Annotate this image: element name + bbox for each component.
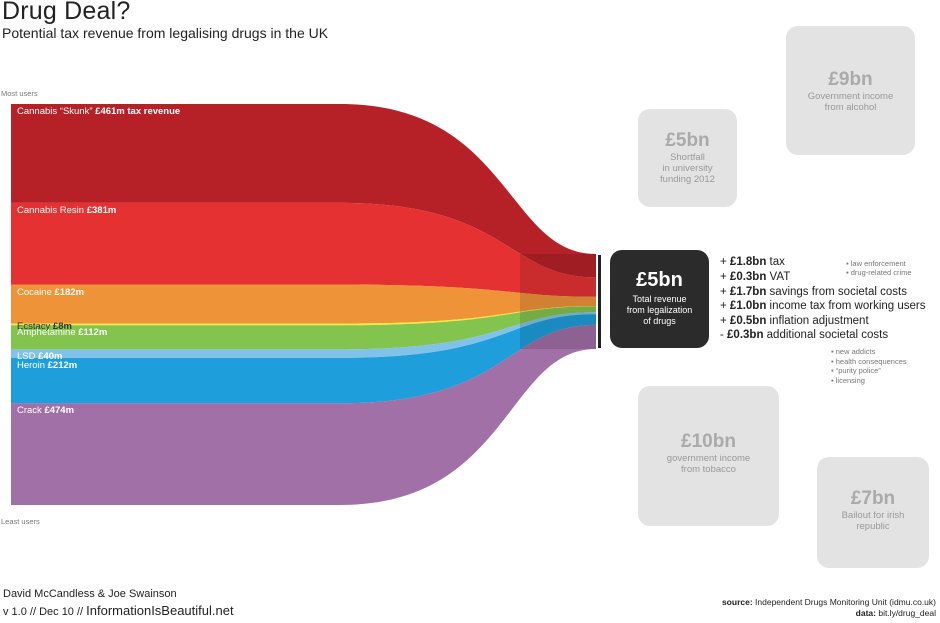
comparison-university-box: £5bn Shortfall in university funding 201…: [638, 109, 737, 207]
flow-label-6: LSD £40m: [17, 351, 63, 363]
comparison-desc-line: from tobacco: [681, 464, 736, 475]
most-users-label: Most users: [1, 89, 38, 98]
total-desc-line: Total revenue: [632, 294, 687, 304]
note-purity-police: ▪ “purity police”: [831, 366, 881, 375]
flow-convergence-shade: [520, 254, 596, 349]
comparison-desc-line: Shortfall: [670, 152, 705, 163]
footer-data: data: bit.ly/drug_deal: [855, 608, 936, 618]
comparison-amount: £9bn: [828, 69, 873, 90]
flow-band-4: [11, 306, 596, 326]
page-subtitle: Potential tax revenue from legalising dr…: [2, 25, 329, 41]
comparison-desc-line: government income: [666, 453, 751, 464]
flow-band-8: [11, 324, 596, 505]
comparison-desc-line: in university: [662, 163, 713, 174]
flow-band-7: [11, 314, 596, 404]
flow-label-7: Heroin £212m: [17, 359, 78, 371]
breakdown-inflation: + £0.5bn inflation adjustment: [720, 315, 869, 327]
footer-version: v 1.0 // Dec 10 //: [3, 606, 87, 618]
comparison-desc-line: Government income: [807, 91, 894, 102]
comparison-amount: £7bn: [850, 488, 896, 509]
note-health: ▪ health consequences: [831, 357, 907, 366]
footer-authors: David McCandless & Joe Swainson: [3, 588, 177, 600]
flow-band-6: [11, 312, 596, 358]
breakdown-societal-costs: - £0.3bn additional societal costs: [720, 329, 889, 341]
flow-label-8: Crack £474m: [17, 405, 75, 417]
flow-band-2: [11, 202, 596, 297]
flow-label-2: Cannabis Resin £381m: [17, 204, 117, 216]
note-licensing: ▪ licensing: [831, 376, 865, 385]
note-new-addicts: ▪ new addicts: [831, 347, 876, 356]
breakdown-vat: + £0.3bn VAT: [720, 271, 791, 283]
breakdown-tax: + £1.8bn tax: [720, 256, 785, 268]
total-amount: £5bn: [636, 269, 683, 291]
footer-source: source: Independent Drugs Monitoring Uni…: [721, 597, 936, 607]
comparison-desc-line: from alcohol: [824, 102, 877, 113]
note-law-enforcement: ▪ law enforcement: [846, 259, 906, 268]
footer-version-line: v 1.0 // Dec 10 // InformationIsBeautifu…: [3, 603, 234, 618]
flow-label-4: Ecstacy £8m: [17, 320, 72, 332]
flow-band-3: [11, 284, 596, 324]
least-users-label: Least users: [1, 517, 40, 526]
comparison-amount: £10bn: [681, 431, 736, 452]
flow-band-5: [11, 306, 596, 350]
total-bracket-bar: [598, 255, 601, 348]
total-desc-line: from legalization: [626, 305, 693, 315]
comparison-desc-line: republic: [856, 521, 890, 532]
comparison-ireland-box: £7bn Bailout for irish republic: [817, 457, 929, 568]
flow-band-1: [11, 104, 596, 278]
comparison-desc-line: Bailout for irish: [841, 510, 905, 521]
breakdown-savings: + £1.7bn savings from societal costs: [720, 286, 907, 298]
flow-label-1: Cannabis “Skunk” £461m tax revenue: [17, 106, 181, 117]
note-drug-crime: ▪ drug-related crime: [846, 268, 912, 277]
flow-label-5: Amphetamine £112m: [17, 327, 108, 339]
comparison-alcohol-box: £9bn Government income from alcohol: [786, 26, 915, 155]
comparison-desc-line: funding 2012: [660, 174, 715, 185]
flow-label-3: Cocaine £182m: [17, 286, 85, 298]
total-desc-line: of drugs: [643, 316, 676, 326]
footer-site-link[interactable]: InformationIsBeautiful.net: [86, 603, 234, 618]
total-description: Total revenue from legalization of drugs: [610, 294, 709, 327]
comparison-tobacco-box: £10bn government income from tobacco: [638, 386, 779, 526]
comparison-amount: £5bn: [665, 130, 710, 151]
page-title: Drug Deal?: [2, 0, 131, 25]
breakdown-income-tax: + £1.0bn income tax from working users: [720, 300, 926, 312]
total-revenue-box: £5bn Total revenue from legalization of …: [610, 250, 709, 348]
